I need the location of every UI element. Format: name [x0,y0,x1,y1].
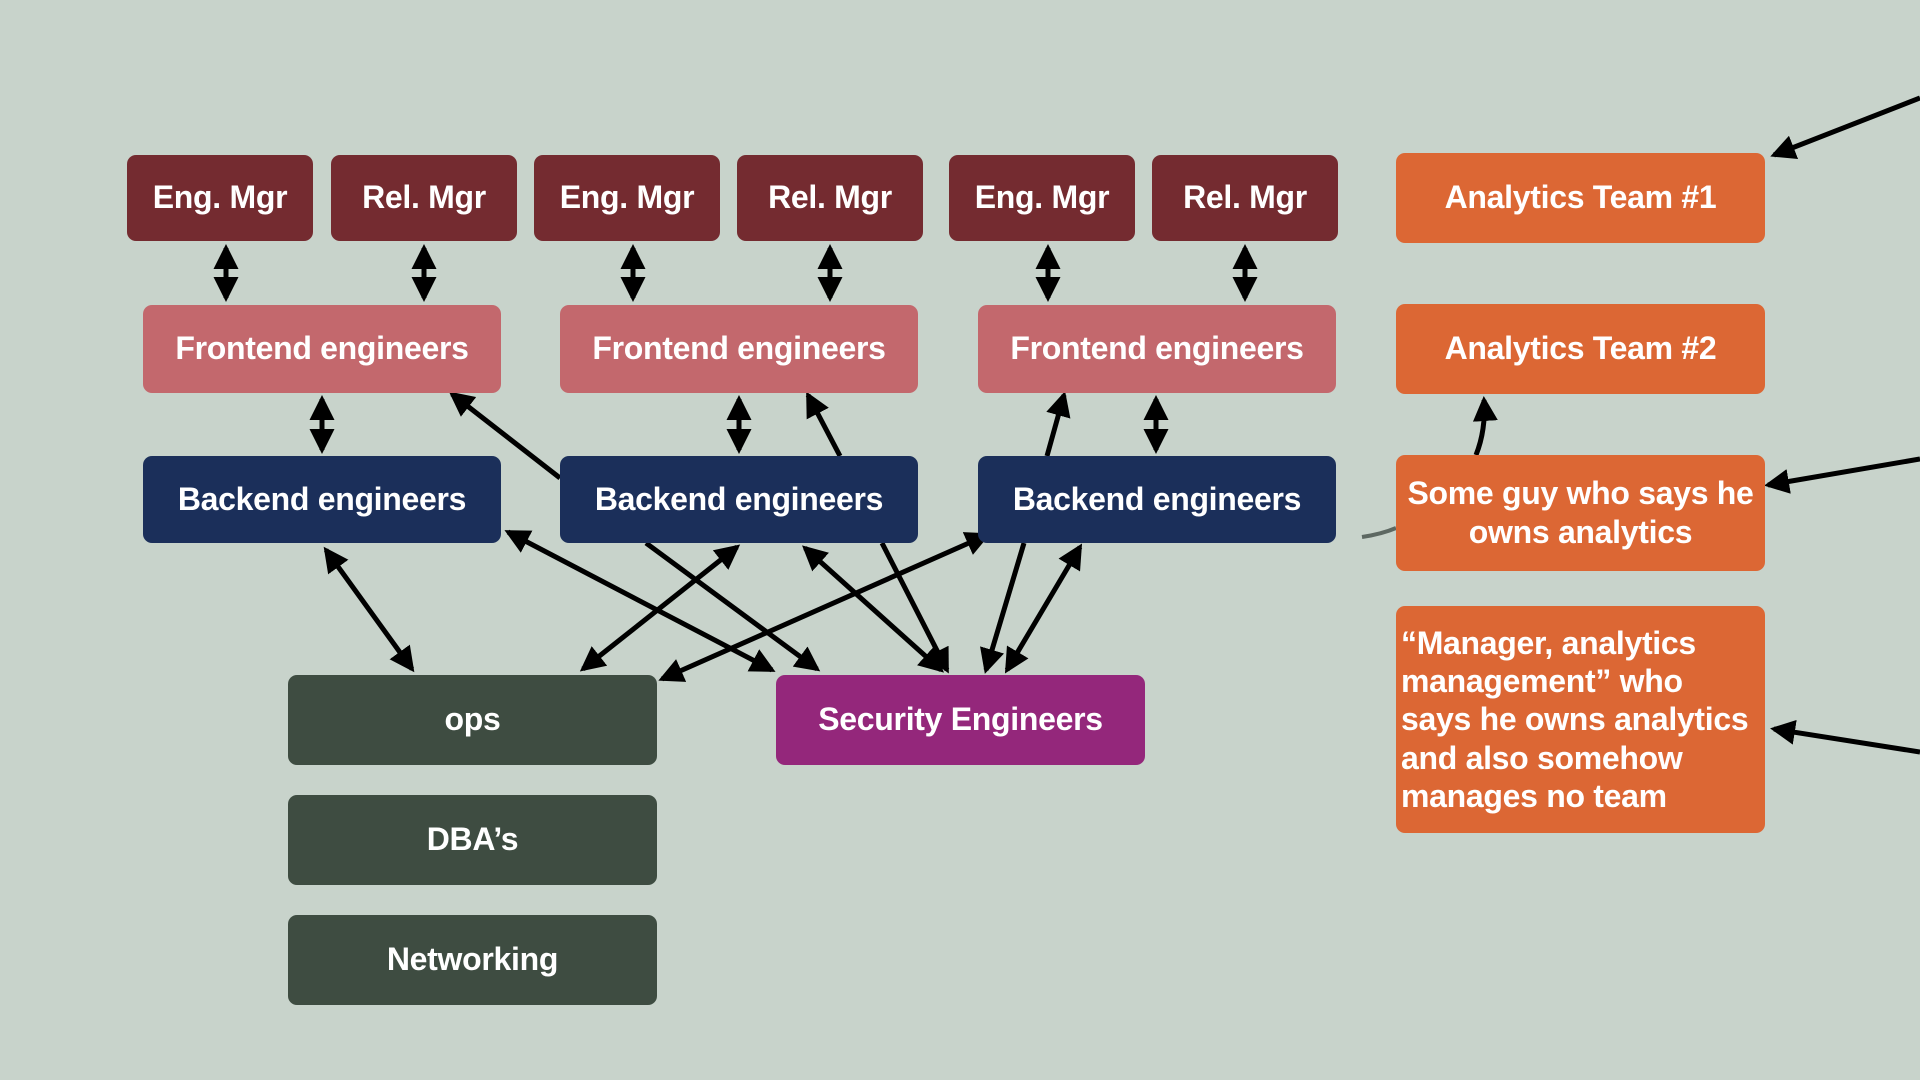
frontend-engineers-box-1: Frontend engineers [143,305,501,393]
arrow-backend3-frontend3 [1044,391,1071,457]
arrow-backend1-ops [323,546,415,673]
backend-engineers-box-3: Backend engineers [978,456,1336,543]
dbas-box: DBA’s [288,795,657,885]
eng-mgr-box-2: Eng. Mgr [534,155,720,241]
eng-mgr-box-1: Eng. Mgr [127,155,313,241]
arrow-backend2-frontend1 [448,391,562,480]
frontend-engineers-box-2: Frontend engineers [560,305,918,393]
frontend-engineers-box-3: Frontend engineers [978,305,1336,393]
arrow-offscreen-manager [1770,719,1920,755]
analytics-owner-guy-box: Some guy who says he owns analytics [1396,455,1765,571]
rel-mgr-box-2: Rel. Mgr [737,155,923,241]
faded-connector-stub [1361,526,1397,539]
networking-box: Networking [288,915,657,1005]
arrow-offscreen-someguy [1764,456,1920,494]
analytics-team-1-box: Analytics Team #1 [1396,153,1765,243]
backend-engineers-box-2: Backend engineers [560,456,918,543]
arrow-ops-backend3 [658,532,991,682]
arrow-offscreen-analytics1 [1770,95,1920,160]
security-engineers-box: Security Engineers [776,675,1145,765]
arrow-backend2-security-c [879,541,950,674]
backend-engineers-box-1: Backend engineers [143,456,501,543]
analytics-team-2-box: Analytics Team #2 [1396,304,1765,394]
ops-box: ops [288,675,657,765]
arrow-backend2-ops [579,544,741,672]
eng-mgr-box-3: Eng. Mgr [949,155,1135,241]
rel-mgr-box-3: Rel. Mgr [1152,155,1338,241]
rel-mgr-box-1: Rel. Mgr [331,155,517,241]
arrow-backend3-security-b [1004,543,1083,674]
analytics-management-manager-box: “Manager, analytics management” who says… [1396,606,1765,833]
arrow-backend2-frontend2 [805,391,843,458]
arrow-someguy-analytics2 [1472,396,1498,456]
